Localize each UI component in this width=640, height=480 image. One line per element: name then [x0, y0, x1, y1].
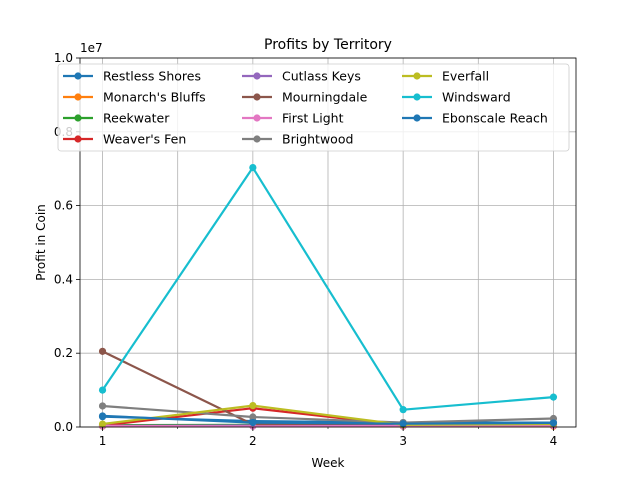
y-tick-label: 1.0 — [54, 51, 73, 65]
data-point — [98, 412, 107, 420]
data-point — [249, 401, 257, 410]
legend-swatch-marker — [413, 72, 421, 80]
data-point — [98, 386, 107, 394]
legend-label: Brightwood — [282, 132, 353, 147]
legend-swatch-marker — [74, 72, 82, 80]
y-tick-label: 0.4 — [54, 272, 73, 286]
legend-swatch-marker — [253, 135, 261, 143]
legend-label: Reekwater — [103, 111, 170, 126]
legend-swatch-marker — [413, 114, 421, 122]
series-line — [102, 414, 554, 425]
legend-swatch-marker — [74, 114, 82, 122]
legend-swatch-marker — [253, 114, 261, 122]
data-point — [399, 406, 407, 414]
data-point — [249, 163, 257, 172]
data-point — [549, 419, 558, 427]
x-axis-label: Week — [312, 456, 345, 470]
x-tick-label: 2 — [249, 434, 257, 448]
legend-swatch-marker — [253, 72, 261, 80]
series-line — [102, 404, 554, 426]
series-line — [101, 166, 554, 411]
y-axis-label: Profit in Coin — [34, 204, 48, 281]
legend-label: Mourningdale — [282, 90, 368, 105]
y-tick-label: 0.0 — [54, 420, 73, 434]
x-tick-label: 1 — [99, 434, 107, 448]
legend-label: Weaver's Fen — [103, 132, 186, 147]
legend-swatch-marker — [74, 93, 82, 101]
legend-label: Restless Shores — [103, 69, 201, 84]
legend-label: First Light — [282, 111, 344, 126]
series-line — [102, 424, 554, 428]
x-tick-label: 4 — [550, 434, 558, 448]
series-lines — [98, 163, 558, 430]
data-point — [399, 420, 407, 428]
legend-swatch-marker — [413, 93, 421, 101]
legend-label: Monarch's Bluffs — [103, 90, 206, 105]
data-point — [249, 413, 257, 421]
data-point — [98, 347, 107, 355]
legend-label: Cutlass Keys — [282, 69, 361, 84]
legend-label: Everfall — [442, 69, 489, 84]
chart-title: Profits by Territory — [264, 37, 392, 53]
series-line — [102, 404, 554, 424]
legend-swatch-marker — [253, 93, 261, 101]
y-tick-label: 0.6 — [54, 199, 73, 213]
y-axis-offset-label: 1e7 — [80, 41, 103, 55]
data-point — [98, 402, 107, 410]
data-point — [249, 418, 257, 427]
x-tick-label: 3 — [399, 434, 407, 448]
y-tick-label: 0.2 — [54, 346, 73, 360]
legend-frame — [57, 63, 570, 152]
data-point — [549, 393, 558, 401]
legend-label: Windsward — [442, 90, 511, 105]
legend-label: Ebonscale Reach — [442, 111, 548, 126]
legend: Restless Shores Monarch's Bluffs Reekwater… — [57, 63, 570, 152]
data-point — [98, 420, 107, 428]
legend-swatch-marker — [74, 135, 82, 143]
